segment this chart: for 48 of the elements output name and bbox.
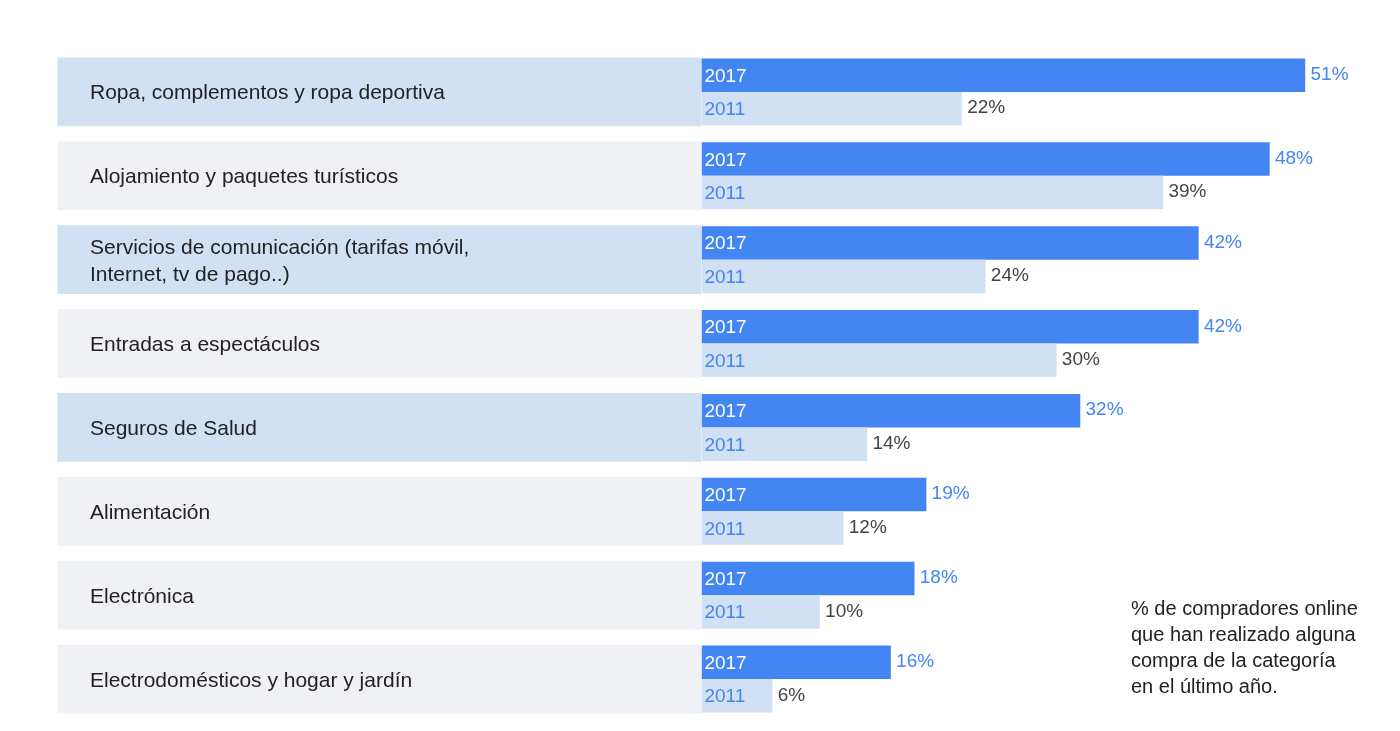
- data-label: 6%: [772, 683, 806, 705]
- text: 2011: [704, 601, 746, 623]
- data-label: 42%: [1198, 230, 1243, 252]
- bar: [701, 645, 891, 680]
- series-label: 2011: [704, 98, 746, 120]
- bar: [701, 511, 844, 545]
- y-tick-label: Ropa, complementos y ropa deportiva: [90, 80, 446, 103]
- data-label: 51%: [1305, 62, 1349, 84]
- data-label: 14%: [867, 431, 911, 453]
- data-label: 39%: [1163, 180, 1207, 202]
- text: 2011: [704, 265, 746, 287]
- series-label: 2017: [704, 64, 747, 86]
- data-label: 12%: [843, 515, 887, 537]
- y-tick-label: Electrodomésticos y hogar y jardín: [90, 668, 413, 691]
- text: 2017: [704, 400, 747, 422]
- y-tick-label: Electrónica: [90, 584, 195, 607]
- data-label: 19%: [926, 482, 970, 504]
- y-tick-label: Alojamiento y paquetes turísticos: [90, 164, 399, 187]
- text: 2017: [704, 316, 747, 338]
- data-label: 48%: [1269, 146, 1314, 168]
- text: 2017: [704, 567, 747, 589]
- text: 2011: [704, 685, 746, 707]
- annotation: % de compradores online que han realizado alguna compra de la categoría en el último año.: [1131, 597, 1358, 697]
- bar: [701, 393, 1081, 428]
- y-tick-label: Seguros de Salud: [90, 416, 257, 439]
- data-label: 30%: [1056, 348, 1100, 370]
- text: 2017: [704, 484, 747, 506]
- text: 2011: [704, 182, 746, 204]
- y-tick-label: Alimentación: [90, 500, 211, 523]
- text: 2011: [704, 517, 746, 539]
- bar: [701, 595, 820, 629]
- bar: [701, 477, 927, 512]
- y-tick-label: Servicios de comunicación (tarifas móvil, Internet, tv de pago..): [90, 235, 470, 286]
- bar: [701, 561, 915, 596]
- text: 2017: [704, 651, 747, 673]
- data-label: 16%: [890, 650, 935, 672]
- bar: [701, 343, 1057, 378]
- data-label: 18%: [914, 566, 958, 588]
- text: 2017: [704, 232, 747, 254]
- data-label: 42%: [1198, 314, 1243, 336]
- data-label: 22%: [961, 96, 1006, 118]
- data-label: 24%: [985, 264, 1029, 286]
- data-label: 10%: [819, 599, 864, 621]
- text: 2017: [704, 148, 747, 170]
- text: 2011: [704, 349, 746, 371]
- data-label: 32%: [1080, 398, 1124, 420]
- text: 2011: [704, 433, 746, 455]
- y-tick-label: Entradas a espectáculos: [90, 332, 320, 355]
